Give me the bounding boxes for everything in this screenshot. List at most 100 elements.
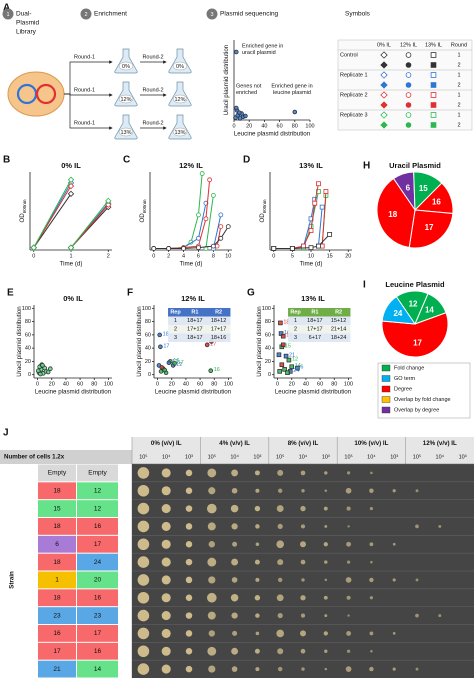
legend-label: GO term — [394, 376, 416, 382]
step-number: 2 — [84, 12, 87, 18]
annotation: enriched — [236, 90, 257, 96]
strain-id: 16 — [94, 523, 102, 530]
colony-spot — [276, 505, 284, 513]
colony-spot — [161, 611, 171, 621]
strain-id: 18 — [53, 487, 61, 494]
colony-spot — [207, 522, 216, 531]
y-axis-label-text: OD — [19, 213, 26, 223]
colony-spot — [161, 646, 171, 656]
strain-cell — [77, 464, 118, 482]
strain-cell — [38, 571, 76, 589]
table-cell: 2 — [174, 327, 177, 333]
x-tick-label: 60 — [277, 123, 283, 129]
dilution-header: 10⁴ — [436, 453, 445, 460]
colony-spot — [185, 469, 193, 477]
x-tick-label: 6 — [197, 253, 200, 259]
y-axis-label: Uracil plasmid distribution — [223, 44, 230, 115]
dilution-header: 10⁵ — [344, 453, 352, 460]
colony-spot — [232, 541, 238, 547]
symbol — [380, 61, 388, 69]
colony-spot — [231, 469, 239, 477]
x-tick-label: 60 — [197, 381, 203, 387]
legend-label: Overlap by degree — [394, 407, 439, 413]
colony-spot — [137, 484, 150, 497]
point — [199, 171, 205, 176]
point — [316, 243, 321, 249]
colony-spot — [255, 488, 260, 493]
colony-spot — [370, 560, 373, 564]
point — [204, 342, 210, 348]
group-name: Replicate 1 — [340, 72, 368, 78]
point — [172, 361, 177, 366]
table-header: R2 — [215, 310, 222, 316]
slice-label: 6 — [406, 183, 411, 192]
condition-header: 12% (v/v) IL — [423, 440, 457, 447]
table-header-bg — [168, 308, 231, 317]
step-title: Dual- — [16, 11, 32, 18]
colony-spot — [208, 630, 215, 637]
chart-title: 13% IL — [301, 294, 325, 303]
slice-label: 14 — [425, 306, 434, 315]
point — [166, 246, 172, 251]
strain-id: 18 — [53, 523, 61, 530]
colony-spot — [324, 667, 328, 671]
strain-id: 16 — [94, 594, 102, 601]
plasmid — [35, 83, 57, 105]
colony-spot — [185, 576, 193, 584]
table-row-bg — [288, 325, 351, 334]
x-tick-label: 0 — [32, 253, 35, 259]
slice-label: 17 — [413, 339, 422, 348]
panel-label: I — [363, 280, 366, 291]
point — [218, 212, 224, 218]
colony-spot — [277, 577, 283, 583]
dilution-header: 10⁵ — [276, 453, 284, 460]
y-tick-label: 60 — [25, 332, 31, 338]
colony-spot — [438, 614, 442, 618]
colony-spot — [345, 577, 352, 583]
point — [105, 197, 112, 205]
colony-spot — [392, 542, 396, 546]
symbols-title: Symbols — [345, 11, 371, 18]
strain-label: Strain — [9, 571, 16, 589]
point — [277, 369, 282, 374]
point — [280, 333, 286, 339]
step-badge — [206, 8, 218, 20]
annotation: Genes not — [236, 83, 262, 89]
x-tick-label: 0 — [152, 253, 155, 259]
symbol — [380, 71, 388, 79]
y-tick-label: 20 — [265, 359, 271, 365]
table-header: Round — [451, 42, 467, 48]
point — [208, 368, 214, 374]
colony-spot — [370, 471, 373, 475]
strain-id: Empty — [48, 470, 67, 477]
condition-header: 10% (v/v) IL — [354, 440, 388, 447]
point — [323, 189, 329, 194]
x-tick-label: 40 — [183, 381, 189, 387]
flask-tag — [118, 127, 134, 137]
colony-spot — [345, 666, 352, 672]
strain-cell — [38, 500, 76, 517]
symbol — [405, 72, 412, 78]
point — [327, 231, 333, 237]
strain-cell — [77, 535, 118, 553]
point — [289, 246, 295, 251]
colony-spot — [277, 559, 284, 566]
pie-slice — [376, 177, 416, 249]
y-tick-label: 80 — [145, 319, 151, 325]
colony-spot — [300, 470, 306, 476]
colony-spot — [276, 594, 284, 602]
symbol — [430, 52, 437, 58]
strain-cell — [38, 535, 76, 553]
strain-id: 12 — [94, 487, 102, 494]
strain-cell — [77, 625, 118, 642]
round-label: Round-1 — [74, 120, 95, 126]
chart-title: 13% IL — [299, 161, 323, 170]
colony-spot — [161, 468, 171, 478]
point — [38, 371, 43, 377]
x-tick-label: 10 — [225, 253, 231, 259]
colony-spot — [230, 593, 239, 602]
symbol — [430, 92, 437, 98]
step-title: Plasmid sequencing — [220, 11, 279, 18]
slice-label: 24 — [393, 309, 402, 318]
chart-title: Uracil Plasmid — [389, 161, 441, 170]
